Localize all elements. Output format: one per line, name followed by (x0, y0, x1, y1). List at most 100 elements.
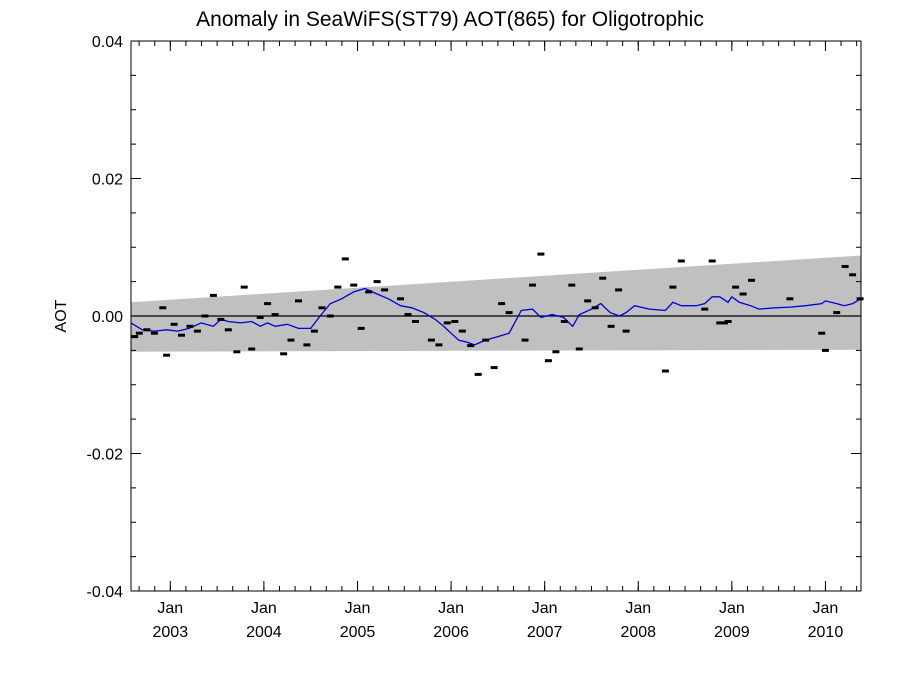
data-point (193, 329, 201, 333)
data-point (821, 348, 829, 352)
x-tick-month: Jan (813, 600, 839, 617)
data-point (143, 328, 151, 332)
data-point (310, 329, 318, 333)
x-tick-month: Jan (719, 600, 745, 617)
data-point (498, 302, 506, 306)
x-tick-month: Jan (251, 600, 277, 617)
data-point (131, 335, 139, 339)
data-point (849, 273, 857, 277)
data-point (435, 343, 443, 347)
data-point (240, 285, 248, 289)
marker-layer (131, 252, 864, 376)
data-point (404, 313, 412, 317)
data-point (591, 306, 599, 310)
data-point (615, 288, 623, 292)
data-point (677, 259, 685, 263)
data-point (248, 347, 256, 351)
data-point (482, 338, 490, 342)
data-point (280, 352, 288, 356)
x-tick-year: 2007 (527, 624, 563, 641)
data-point (575, 347, 583, 351)
data-point (599, 276, 607, 280)
data-point (303, 343, 311, 347)
x-tick-month: Jan (345, 600, 371, 617)
data-point (552, 350, 560, 354)
data-point (412, 320, 419, 323)
data-point (669, 285, 677, 289)
data-point (537, 252, 545, 256)
data-point (209, 293, 217, 297)
data-point (341, 257, 349, 261)
data-point (607, 324, 615, 328)
y-tick-label: 0.04 (92, 34, 123, 51)
data-point (224, 328, 232, 332)
data-point (739, 292, 747, 296)
data-point (720, 321, 728, 325)
data-point (841, 265, 849, 268)
data-point (833, 311, 841, 315)
data-point (357, 326, 365, 330)
data-point (135, 331, 143, 335)
data-point (544, 359, 552, 363)
data-point (295, 299, 302, 303)
data-point (521, 338, 529, 342)
data-point (217, 317, 225, 321)
x-tick-year: 2009 (714, 624, 750, 641)
data-point (529, 283, 536, 287)
data-point (256, 315, 264, 319)
data-point (732, 285, 740, 289)
data-point (490, 366, 498, 370)
x-tick-year: 2005 (340, 624, 376, 641)
data-point (287, 338, 295, 342)
data-point (150, 331, 158, 335)
data-point (560, 320, 568, 323)
uncertainty-band-layer (131, 255, 861, 352)
data-point (170, 322, 178, 326)
uncertainty-band (131, 255, 861, 352)
data-point (186, 324, 194, 328)
data-point (233, 350, 241, 354)
tick-layer: 0.04 0.02 0.00 -0.02 -0.04 Jan 2003 Jan 2004 Jan 2… (87, 34, 861, 641)
data-point (178, 333, 185, 337)
data-point (724, 320, 732, 323)
data-point (334, 285, 342, 289)
data-point (661, 369, 669, 373)
trend-line-layer (130, 287, 862, 346)
data-point (458, 329, 466, 333)
data-point (568, 283, 576, 287)
data-point (373, 280, 381, 284)
x-tick-month: Jan (532, 600, 558, 617)
data-point (159, 306, 167, 310)
x-tick-year: 2006 (433, 624, 469, 641)
data-point (443, 321, 451, 325)
data-point (350, 283, 358, 287)
y-tick-label: 0.02 (92, 172, 123, 189)
data-point (381, 288, 389, 292)
data-point (318, 306, 326, 310)
data-point (748, 278, 755, 282)
x-tick-month: Jan (625, 600, 651, 617)
series-line (130, 287, 862, 346)
x-tick-year: 2008 (620, 624, 656, 641)
data-point (505, 311, 513, 315)
y-tick-label: 0.00 (92, 309, 123, 326)
x-tick-year: 2004 (246, 624, 282, 641)
data-point (856, 297, 864, 301)
data-point (451, 320, 459, 323)
chart-title: Anomaly in SeaWiFS(ST79) AOT(865) for Ol… (196, 8, 704, 31)
data-point (818, 331, 826, 335)
data-point (201, 314, 209, 318)
data-point (716, 321, 724, 325)
data-point (264, 302, 272, 306)
y-axis-label: AOT (53, 299, 70, 332)
data-point (474, 372, 482, 376)
x-tick-month: Jan (157, 600, 183, 617)
x-tick-year: 2003 (153, 624, 189, 641)
data-point (584, 299, 592, 303)
data-point (708, 259, 716, 263)
data-point (622, 329, 630, 333)
data-point (467, 344, 475, 348)
y-tick-label: -0.02 (87, 447, 124, 464)
data-point (163, 353, 171, 357)
